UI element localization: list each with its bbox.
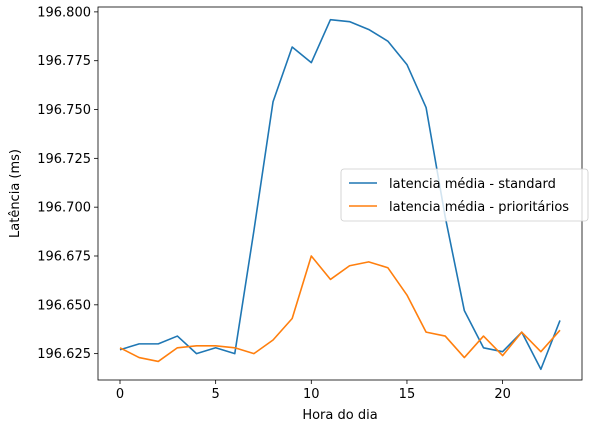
x-axis: 0 5 10 15 20 <box>116 380 511 402</box>
y-axis: 196.625 196.650 196.675 196.700 196.725 196.7… <box>37 5 98 362</box>
x-tick-label: 5 <box>212 387 220 402</box>
y-tick-label: 196.725 <box>37 152 91 167</box>
series-layer <box>119 18 561 371</box>
x-axis-label: Hora do dia <box>302 408 377 423</box>
legend-label-prioritarios: latencia média - prioritários <box>389 200 569 215</box>
legend-label-standard: latencia média - standard <box>389 177 556 192</box>
series-line-1 <box>119 255 561 363</box>
y-axis-label: Latência (ms) <box>8 149 23 238</box>
x-tick-label: 10 <box>303 387 320 402</box>
y-tick-label: 196.750 <box>37 103 91 118</box>
y-tick-label: 196.625 <box>37 347 91 362</box>
y-tick-label: 196.675 <box>37 249 91 264</box>
y-tick-label: 196.800 <box>37 5 91 20</box>
y-tick-label: 196.650 <box>37 298 91 313</box>
x-tick-label: 0 <box>116 387 124 402</box>
x-tick-label: 20 <box>494 387 511 402</box>
y-tick-label: 196.700 <box>37 201 91 216</box>
y-tick-label: 196.775 <box>37 54 91 69</box>
legend: latencia média - standard latencia média… <box>340 168 589 222</box>
series-line-0 <box>119 18 561 371</box>
x-tick-label: 15 <box>399 387 416 402</box>
legend-box <box>340 168 589 222</box>
